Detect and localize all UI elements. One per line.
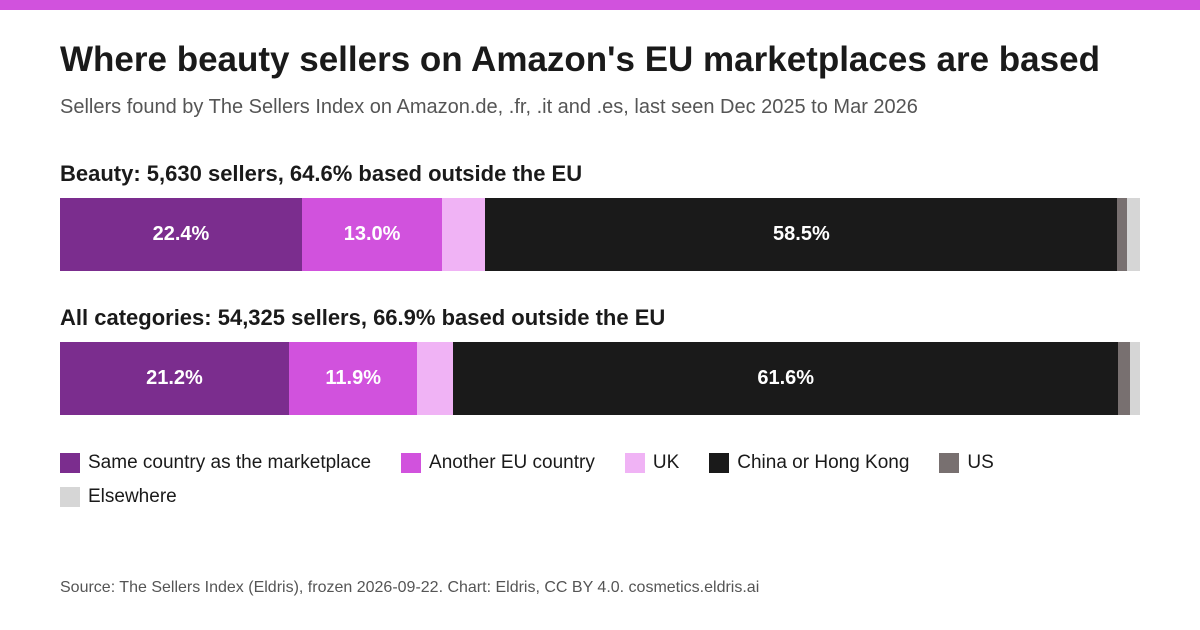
- legend-swatch: [401, 453, 422, 473]
- row-label-beauty: Beauty: 5,630 sellers, 64.6% based outsi…: [60, 161, 583, 186]
- legend-label: Another EU country: [429, 452, 595, 473]
- legend-label: US: [967, 452, 994, 473]
- legend: Same country as the marketplace Another E…: [60, 452, 1140, 508]
- bar-segment-us: [1118, 342, 1131, 415]
- bar-segment-another-eu-country: 13.0%: [301, 198, 443, 271]
- legend-label: Same country as the marketplace: [88, 452, 372, 473]
- bar-segment-elsewhere: [1127, 198, 1140, 271]
- bar-segment-another-eu-country: 11.9%: [288, 342, 418, 415]
- legend-item-uk: UK: [624, 452, 680, 474]
- chart-subtitle: Sellers found by The Sellers Index on Am…: [60, 96, 918, 118]
- bar-segment-china-or-hong-kong: 58.5%: [485, 198, 1118, 271]
- chart-title: Where beauty sellers on Amazon's EU mark…: [60, 40, 1100, 79]
- bar-segment-elsewhere: [1130, 342, 1140, 415]
- legend-swatch: [624, 453, 645, 473]
- legend-item-us: US: [939, 452, 994, 474]
- bar-segment-same-country-as-the-marketplace: 22.4%: [60, 198, 302, 271]
- legend-item-china-or-hong-kong: China or Hong Kong: [709, 452, 909, 474]
- bar-segment-china-or-hong-kong: 61.6%: [453, 342, 1119, 415]
- accent-top-bar: [0, 0, 1200, 10]
- data-label: 22.4%: [152, 223, 210, 245]
- legend-label: Elsewhere: [88, 486, 177, 507]
- bar-segment-same-country-as-the-marketplace: 21.2%: [60, 342, 289, 415]
- data-label: 21.2%: [146, 367, 203, 389]
- data-label: 11.9%: [325, 367, 382, 389]
- bar-segment-uk: [417, 342, 454, 415]
- stacked-bar-all-categories: 21.2% 11.9% 61.6%: [60, 342, 1140, 415]
- bar-segment-uk: [442, 198, 486, 271]
- legend-item-same-country-as-the-marketplace: Same country as the marketplace: [60, 452, 371, 474]
- legend-swatch: [709, 453, 730, 473]
- source-note: Source: The Sellers Index (Eldris), froz…: [60, 579, 760, 596]
- legend-item-elsewhere: Elsewhere: [60, 486, 177, 508]
- legend-label: China or Hong Kong: [737, 452, 910, 473]
- legend-swatch: [60, 487, 80, 507]
- legend-swatch: [939, 453, 960, 473]
- bar-segment-us: [1117, 198, 1127, 271]
- data-label: 61.6%: [757, 367, 815, 389]
- legend-label: UK: [652, 452, 680, 473]
- stacked-bar-beauty: 22.4% 13.0% 58.5%: [60, 198, 1140, 271]
- data-label: 58.5%: [773, 223, 830, 245]
- legend-item-another-eu-country: Another EU country: [401, 452, 595, 474]
- legend-swatch: [60, 453, 80, 473]
- data-label: 13.0%: [343, 223, 401, 245]
- row-label-all-categories: All categories: 54,325 sellers, 66.9% ba…: [60, 305, 666, 330]
